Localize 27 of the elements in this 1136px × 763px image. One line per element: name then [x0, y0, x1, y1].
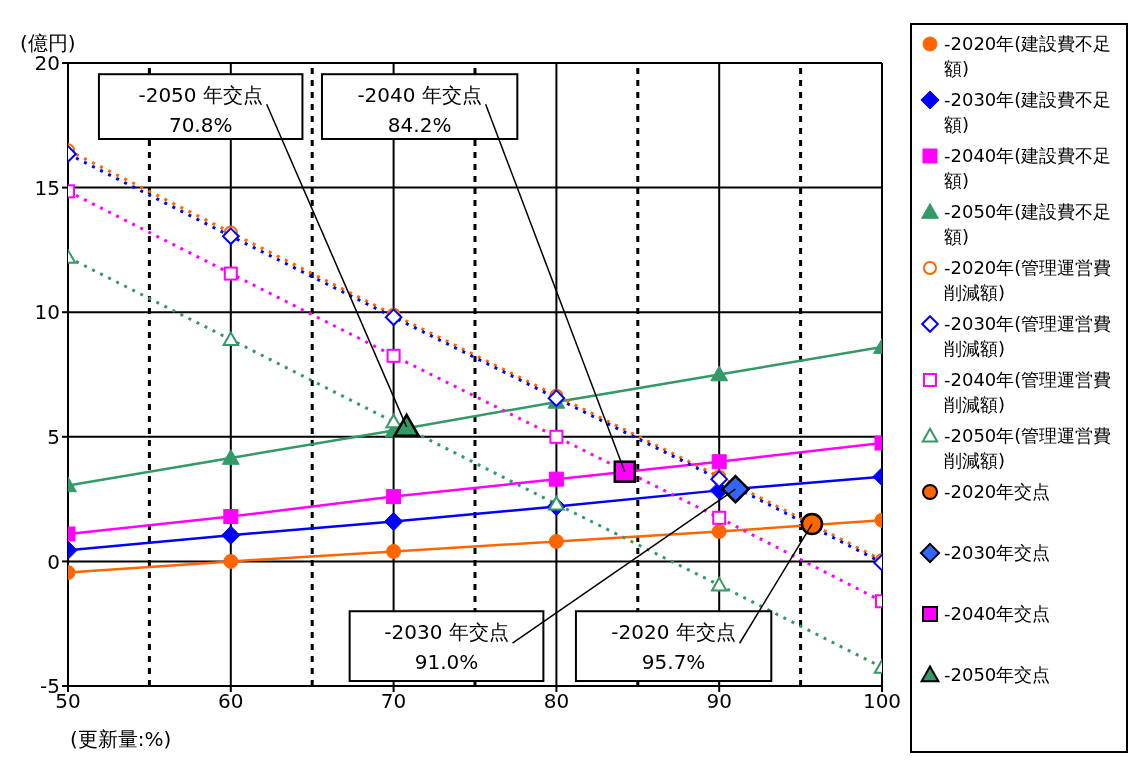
legend-label: -2030年交点: [944, 541, 1051, 565]
y-tick-label: 10: [34, 300, 60, 325]
annotation: -2030 年交点 91.0%: [384, 620, 509, 675]
legend-label: -2030年(管理運営費削減額): [944, 312, 1113, 361]
legend-label: -2020年(建設費不足額): [944, 32, 1113, 81]
legend-label: -2040年(建設費不足額): [944, 144, 1113, 193]
y-tick-label: 5: [47, 424, 60, 449]
legend-label: -2050年交点: [944, 663, 1051, 687]
x-tick-label: 60: [218, 689, 244, 714]
legend-label: -2030年(建設費不足額): [944, 88, 1113, 137]
legend-label: -2020年交点: [944, 480, 1051, 504]
x-tick-label: 100: [862, 689, 902, 714]
annotation: -2020 年交点 95.7%: [611, 620, 736, 675]
annotation: -2040 年交点 84.2%: [357, 83, 482, 138]
legend-label: -2050年(管理運営費削減額): [944, 424, 1113, 473]
x-tick-label: 80: [543, 689, 570, 714]
legend-label: -2040年(管理運営費削減額): [944, 368, 1113, 417]
x-axis-title: (更新量:%): [70, 727, 172, 751]
y-tick-label: 15: [34, 175, 60, 200]
legend-label: -2050年(建設費不足額): [944, 200, 1113, 249]
annotation: -2050 年交点 70.8%: [138, 83, 263, 138]
legend-label: -2020年(管理運営費削減額): [944, 256, 1113, 305]
x-tick-label: 70: [380, 689, 407, 714]
x-tick-label: 90: [706, 689, 732, 714]
y-axis-title: (億円): [20, 30, 76, 56]
y-tick-label: 0: [47, 549, 60, 574]
legend-label: -2040年交点: [944, 602, 1051, 626]
